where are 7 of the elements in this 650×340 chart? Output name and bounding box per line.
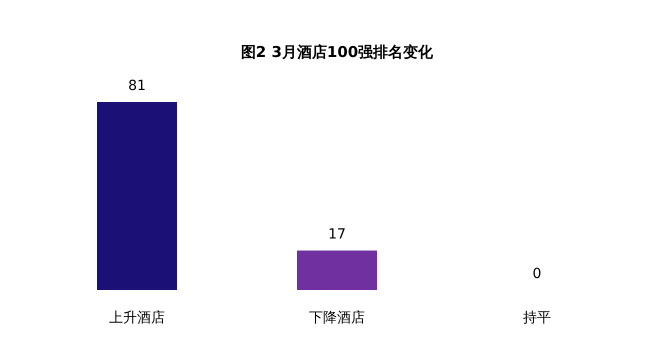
data-label: 81 — [128, 78, 146, 94]
data-label: 0 — [532, 266, 542, 282]
x-tick-label: 上升酒店 — [109, 310, 165, 326]
x-tick-label: 下降酒店 — [309, 310, 365, 326]
data-label: 17 — [328, 226, 346, 243]
chart-title: 图2 3月酒店100强排名变化 — [240, 43, 434, 61]
x-tick-label: 持平 — [523, 310, 551, 326]
